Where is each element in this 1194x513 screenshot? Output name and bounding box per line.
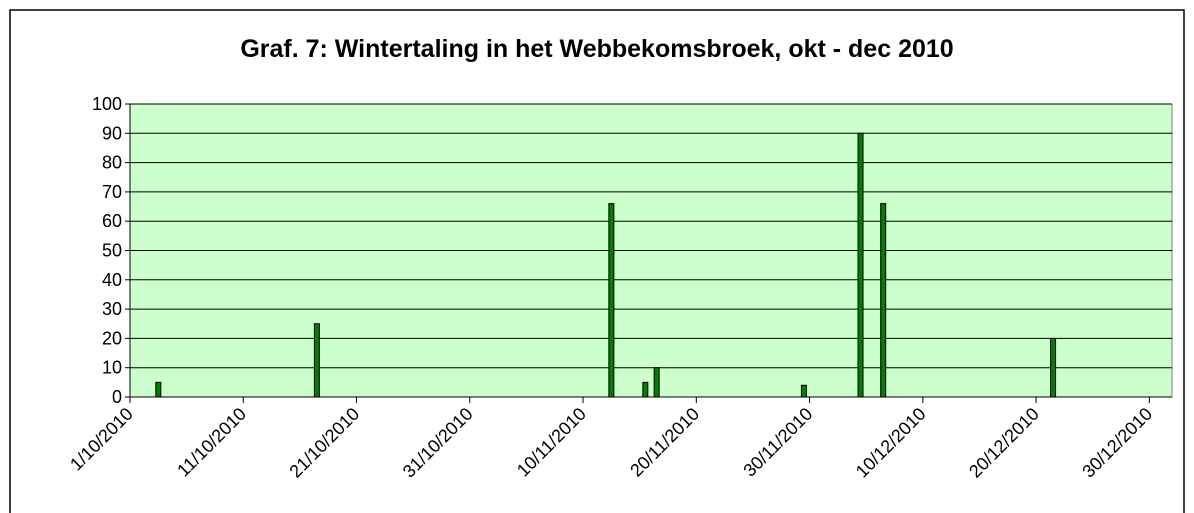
y-tick-label: 80 bbox=[102, 153, 122, 173]
y-tick-label: 20 bbox=[102, 328, 122, 348]
y-tick-label: 40 bbox=[102, 270, 122, 290]
y-tick-label: 30 bbox=[102, 299, 122, 319]
bar bbox=[642, 381, 649, 398]
bar bbox=[313, 323, 320, 398]
y-tick-label: 90 bbox=[102, 123, 122, 143]
bar bbox=[155, 381, 162, 398]
y-tick-label: 10 bbox=[102, 358, 122, 378]
bar bbox=[857, 132, 864, 398]
chart-title: Graf. 7: Wintertaling in het Webbekomsbr… bbox=[240, 35, 953, 63]
y-tick-label: 0 bbox=[112, 387, 122, 407]
bar bbox=[608, 203, 615, 398]
bar bbox=[880, 203, 887, 398]
bar bbox=[800, 384, 807, 398]
y-tick-label: 70 bbox=[102, 182, 122, 202]
y-tick-label: 50 bbox=[102, 241, 122, 261]
y-tick-label: 60 bbox=[102, 211, 122, 231]
bar bbox=[653, 367, 660, 398]
y-tick-label: 100 bbox=[92, 94, 122, 114]
bar bbox=[1050, 337, 1057, 398]
